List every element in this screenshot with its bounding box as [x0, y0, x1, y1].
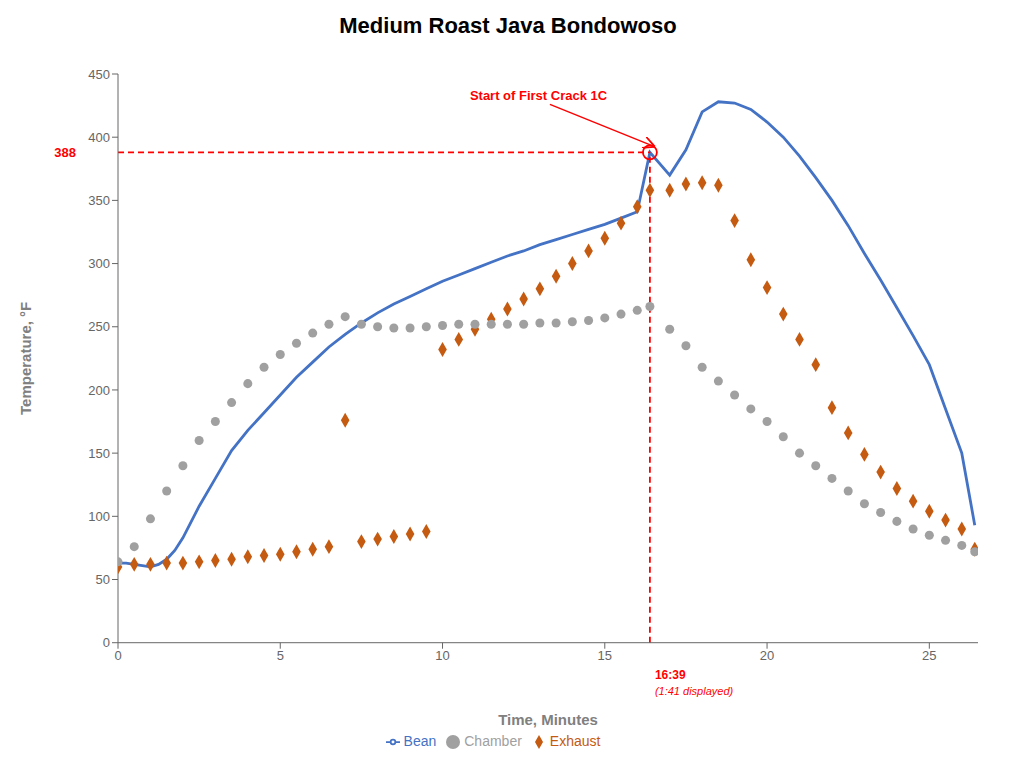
svg-text:(1:41 displayed): (1:41 displayed)	[655, 685, 734, 697]
svg-text:400: 400	[88, 130, 110, 145]
svg-text:20: 20	[760, 648, 774, 663]
svg-text:15: 15	[598, 648, 612, 663]
svg-text:450: 450	[88, 67, 110, 82]
svg-text:Temperature, °F: Temperature, °F	[17, 302, 34, 415]
svg-text:350: 350	[88, 193, 110, 208]
svg-text:10: 10	[435, 648, 449, 663]
html-text:Chamber: Chamber	[464, 732, 522, 749]
html-text:Bean: Bean	[403, 732, 437, 749]
html-text:Medium Roast Java Bondowoso: Medium Roast Java Bondowoso	[339, 13, 677, 38]
svg-text:100: 100	[88, 509, 110, 524]
svg-text:16:39: 16:39	[655, 668, 686, 682]
svg-text:0: 0	[114, 648, 121, 663]
svg-text:150: 150	[88, 446, 110, 461]
html-text:Exhaust: Exhaust	[549, 732, 601, 749]
svg-text:50: 50	[96, 572, 110, 587]
svg-text:200: 200	[88, 383, 110, 398]
svg-text:25: 25	[922, 648, 936, 663]
svg-text:Start of First Crack 1C: Start of First Crack 1C	[470, 88, 608, 103]
svg-text:250: 250	[88, 319, 110, 334]
svg-text:0: 0	[103, 635, 110, 650]
svg-text:388: 388	[54, 145, 76, 160]
svg-text:5: 5	[277, 648, 284, 663]
svg-text:300: 300	[88, 256, 110, 271]
svg-text:Time, Minutes: Time, Minutes	[498, 711, 598, 728]
